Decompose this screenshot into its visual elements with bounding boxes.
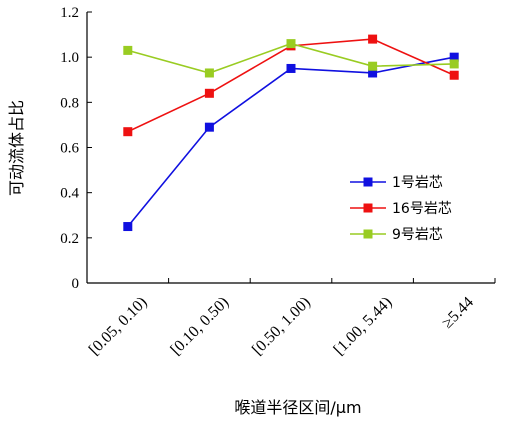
legend-item: 16号岩芯 [350, 201, 452, 217]
y-axis-title: 可动流体占比 [7, 100, 26, 196]
series-2 [123, 34, 459, 137]
legend-label: 16号岩芯 [392, 201, 452, 217]
data-point [123, 127, 133, 137]
x-tick-label: [1.00, 5.44) [331, 294, 396, 359]
series-1 [123, 52, 459, 232]
y-tick-label: 1.0 [60, 50, 79, 66]
data-point [123, 45, 133, 55]
legend-marker [363, 177, 373, 187]
y-tick-label: 1.2 [60, 5, 79, 21]
data-point [368, 34, 378, 44]
series-line [127, 38, 455, 133]
y-tick-label: 0.2 [60, 231, 79, 247]
data-point [123, 222, 133, 232]
data-point [204, 68, 214, 78]
data-point [449, 70, 459, 80]
x-axis-title: 喉道半径区间/μm [234, 398, 361, 417]
y-tick-label: 0.4 [60, 186, 79, 202]
x-tick-label: [0.05, 0.10) [86, 294, 151, 359]
legend-label: 9号岩芯 [392, 227, 443, 243]
data-point [286, 63, 296, 73]
x-axis-ticks: [0.05, 0.10) [0.10, 0.50) [0.50, 1.00) [1.0… [86, 278, 496, 359]
data-point [368, 68, 378, 78]
x-tick-label: [0.50, 1.00) [249, 294, 314, 359]
series-3 [123, 39, 459, 78]
data-point [449, 52, 459, 62]
y-axis-ticks: 0 0.2 0.4 0.6 0.8 1.0 1.2 [60, 5, 92, 292]
legend-marker [363, 203, 373, 213]
legend-item: 9号岩芯 [350, 227, 443, 243]
y-tick-label: 0.8 [60, 95, 79, 111]
legend-item: 1号岩芯 [350, 175, 443, 191]
data-point [449, 59, 459, 69]
data-point [286, 39, 296, 49]
legend-marker [363, 229, 373, 239]
x-tick-label: [0.10, 0.50) [167, 294, 232, 359]
y-tick-label: 0 [72, 276, 80, 292]
x-tick-label: ≥5.44 [439, 294, 477, 332]
data-point [368, 61, 378, 71]
data-point [204, 122, 214, 132]
legend: 1号岩芯 16号岩芯 9号岩芯 [350, 175, 452, 243]
y-tick-label: 0.6 [60, 141, 79, 157]
data-point [204, 88, 214, 98]
legend-label: 1号岩芯 [392, 175, 443, 191]
series-layer [123, 34, 459, 232]
